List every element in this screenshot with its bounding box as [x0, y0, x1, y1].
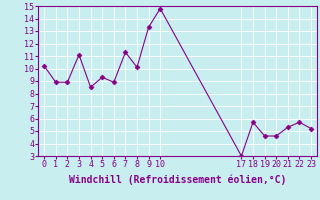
X-axis label: Windchill (Refroidissement éolien,°C): Windchill (Refroidissement éolien,°C) — [69, 175, 286, 185]
